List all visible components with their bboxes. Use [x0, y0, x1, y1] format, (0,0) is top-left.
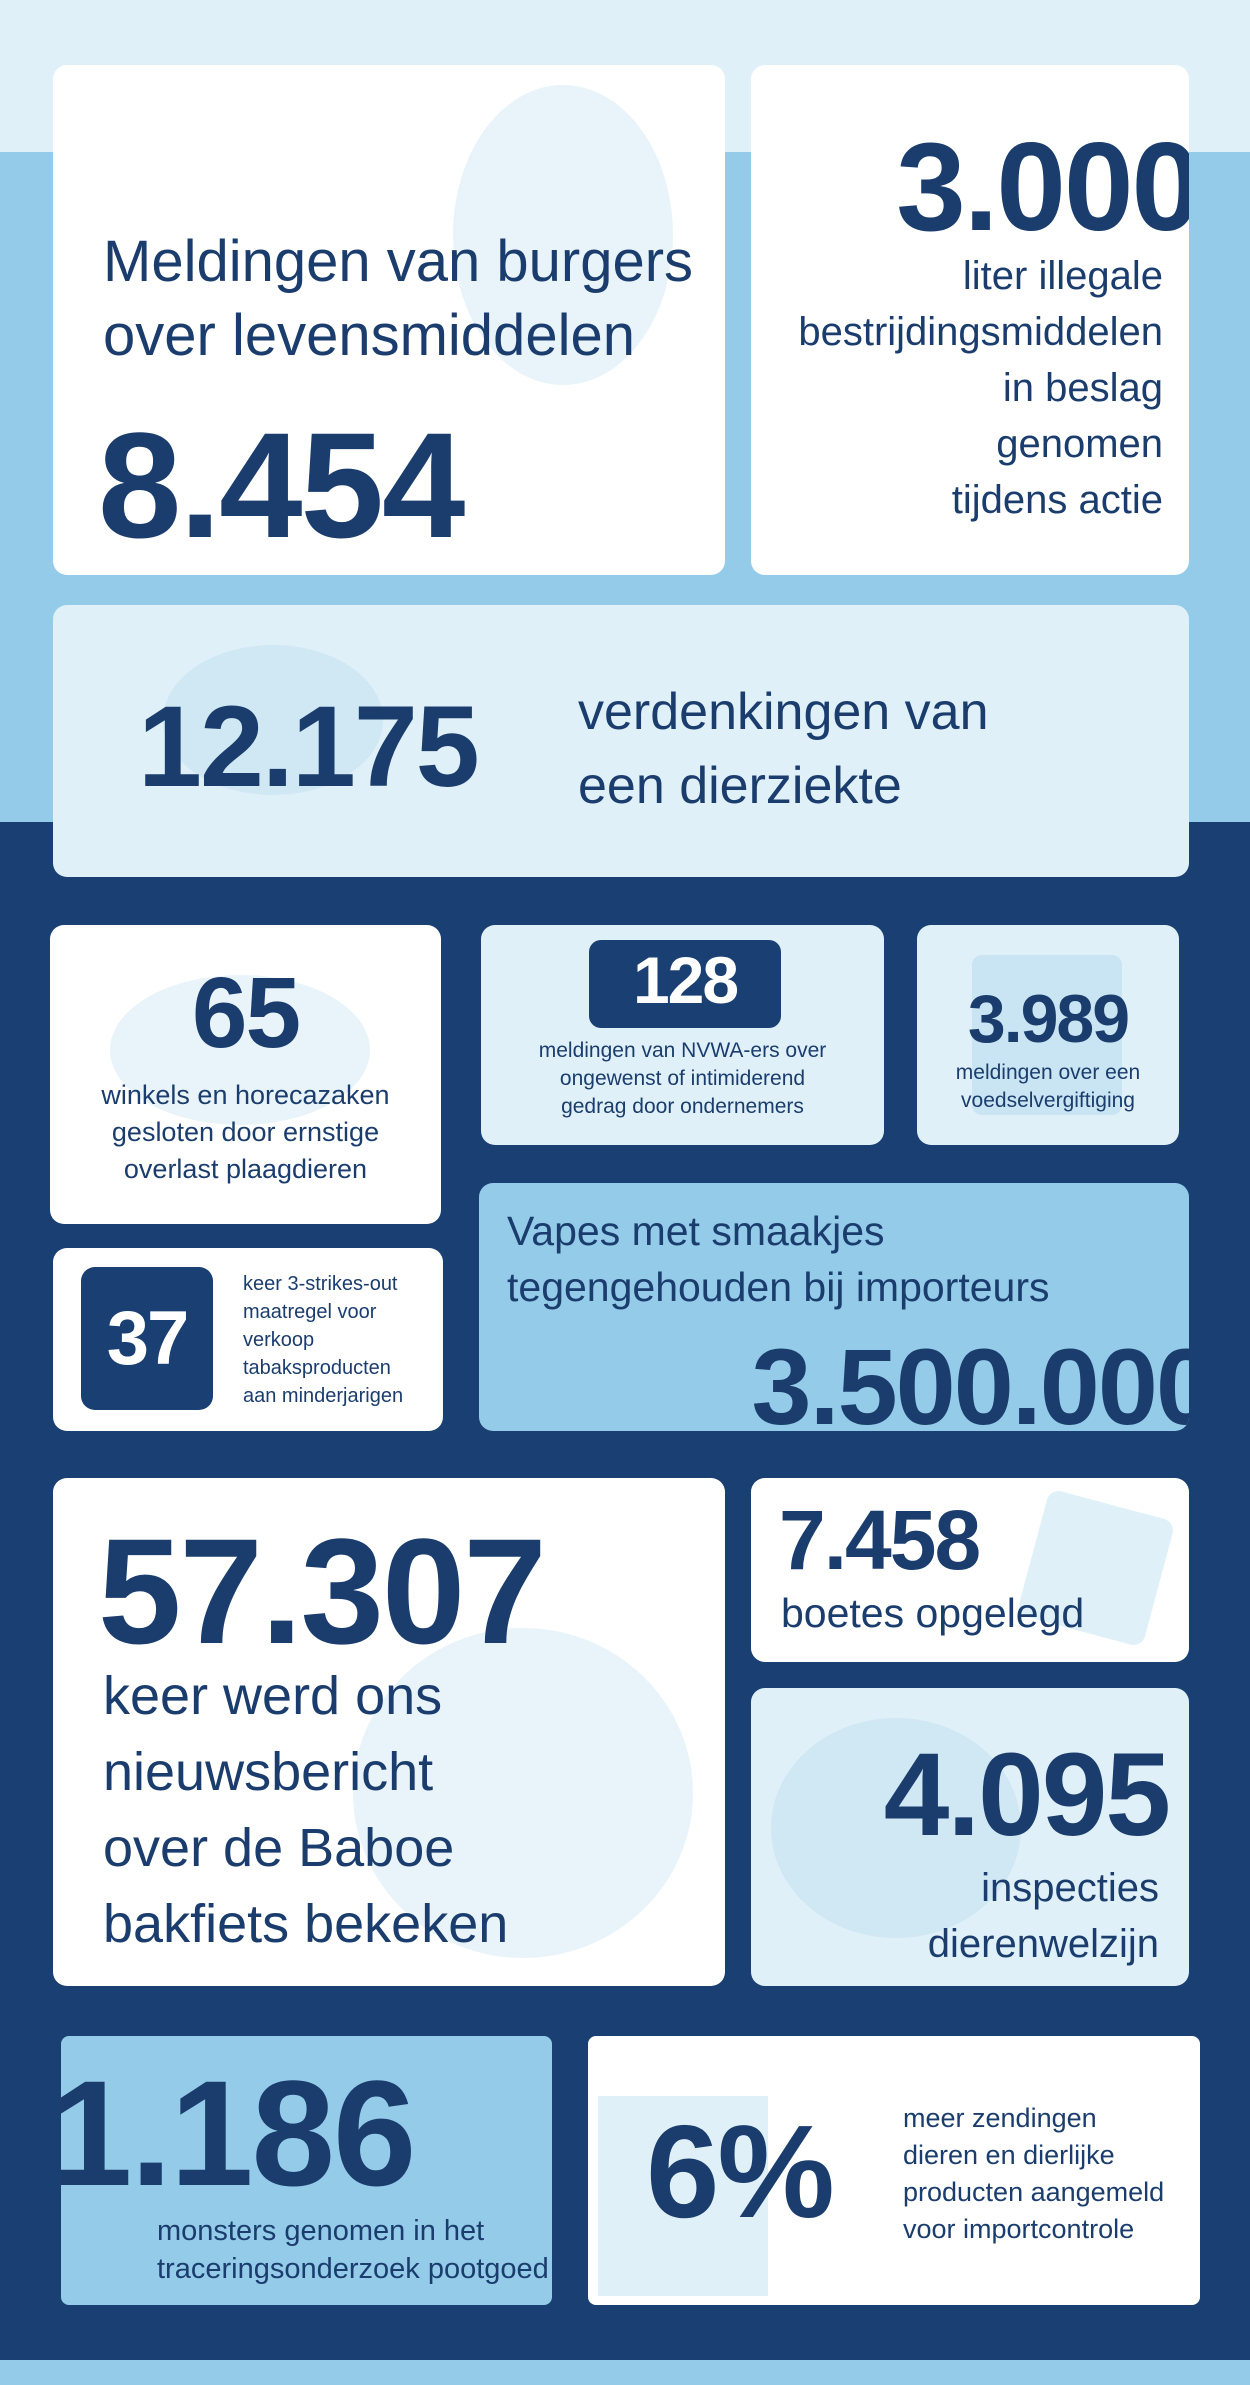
tile-text: verdenkingen van een dierziekte: [578, 675, 989, 823]
tile-number: 1.186: [61, 2049, 416, 2217]
text-line: over levensmiddelen: [103, 303, 635, 368]
tile-number: 8.454: [98, 401, 465, 569]
text-line: boetes opgelegd: [781, 1590, 1085, 1636]
tile: 37 keer 3-strikes-out maatregel voor verko…: [53, 1248, 443, 1431]
tile-text: keer 3-strikes-out maatregel voor verkoop t…: [243, 1270, 403, 1410]
text-line: tijdens actie: [951, 478, 1163, 522]
text-line: genomen: [996, 422, 1163, 466]
tile: Vapes met smaakjes tegengehouden bij impo…: [479, 1183, 1189, 1431]
text-line: bestrijdingsmiddelen: [798, 310, 1163, 354]
text-line: dieren en dierlijke: [903, 2140, 1115, 2170]
tile-number: 12.175: [138, 683, 480, 811]
text-line: meldingen over een: [955, 1061, 1141, 1084]
tile-text: meldingen over een voedselvergiftiging: [917, 1059, 1179, 1115]
tile: 3.000 liter illegale bestrijdingsmiddelen…: [751, 65, 1189, 575]
tile-text: Meldingen van burgers over levensmiddelen: [103, 225, 693, 373]
text-line: bakfiets bekeken: [103, 1894, 509, 1954]
tile: 65 winkels en horecazaken gesloten door e…: [50, 925, 441, 1224]
tile: 57.307 keer werd ons nieuwsbericht over de…: [53, 1478, 725, 1986]
text-line: verdenkingen van: [578, 683, 989, 741]
text-line: Meldingen van burgers: [103, 229, 694, 294]
tile-text: inspecties dierenwelzijn: [928, 1860, 1159, 1972]
text-line: maatregel voor: [243, 1301, 377, 1323]
tile: 6% meer zendingen dieren en dierlijke prod…: [588, 2036, 1200, 2305]
text-line: keer werd ons: [103, 1666, 443, 1726]
icon: [771, 1718, 1021, 1938]
tile: 128 meldingen van NVWA-ers over ongewenst…: [481, 925, 884, 1145]
tile: 12.175 verdenkingen van een dierziekte: [53, 605, 1189, 877]
tile-number: 37: [106, 1296, 190, 1381]
tile-number: 128: [632, 943, 739, 1017]
tile-text: meldingen van NVWA-ers over ongewenst of …: [481, 1037, 884, 1121]
text-line: in beslag: [1002, 366, 1163, 410]
tile-number: 65: [191, 957, 301, 1069]
icon: [110, 975, 370, 1125]
text-line: gedrag door ondernemers: [561, 1095, 804, 1118]
tile-text: boetes opgelegd: [781, 1588, 1084, 1638]
tile-number: 3.989: [967, 981, 1130, 1057]
text-line: tegengehouden bij importeurs: [507, 1264, 1050, 1310]
tile: 1.186 monsters genomen in het traceringso…: [61, 2036, 552, 2305]
tile-number: 57.307: [98, 1507, 547, 1675]
text-line: inspecties: [981, 1866, 1159, 1910]
number-badge: [589, 940, 781, 1028]
text-line: over de Baboe: [103, 1818, 455, 1878]
text-line: gesloten door ernstige: [111, 1117, 380, 1147]
text-line: monsters genomen in het: [157, 2215, 485, 2247]
icon: [353, 1628, 693, 1958]
text-line: een dierziekte: [578, 757, 902, 815]
text-line: keer 3-strikes-out: [243, 1273, 398, 1295]
text-line: aan minderjarigen: [243, 1385, 404, 1407]
tile-number: 6%: [646, 2098, 835, 2245]
tile: 7.458 boetes opgelegd: [751, 1478, 1189, 1662]
number-badge: [81, 1267, 213, 1410]
text-line: liter illegale: [962, 254, 1163, 298]
text-line: winkels en horecazaken: [101, 1080, 390, 1110]
tile-text: liter illegale bestrijdingsmiddelen in bes…: [798, 248, 1163, 528]
icon: [163, 645, 383, 795]
tile-text: Vapes met smaakjes tegengehouden bij impo…: [507, 1203, 1050, 1315]
tile-text: monsters genomen in het traceringsonderzo…: [157, 2212, 549, 2288]
text-line: ongewenst of intimiderend: [559, 1067, 806, 1090]
tile-text: keer werd ons nieuwsbericht over de Baboe b…: [103, 1658, 508, 1962]
bottom-band: [0, 2360, 1250, 2385]
text-line: tabaksproducten: [243, 1357, 391, 1379]
tile: 4.095 inspecties dierenwelzijn: [751, 1688, 1189, 1986]
tile-number: 4.095: [883, 1729, 1171, 1861]
icon: [598, 2096, 768, 2296]
tile: 3.989 meldingen over een voedselvergiftig…: [917, 925, 1179, 1145]
tile-number: 7.458: [779, 1493, 981, 1587]
tile: Meldingen van burgers over levensmiddelen…: [53, 65, 725, 575]
text-line: Vapes met smaakjes: [507, 1208, 885, 1254]
text-line: voedselvergiftiging: [961, 1089, 1135, 1112]
text-line: voor importcontrole: [903, 2214, 1135, 2244]
tile-text: meer zendingen dieren en dierlijke product…: [903, 2100, 1164, 2248]
icon: [453, 85, 673, 385]
tile-number: 3.000: [896, 118, 1189, 257]
text-line: dierenwelzijn: [927, 1922, 1159, 1966]
text-line: meer zendingen: [903, 2103, 1097, 2133]
text-line: meldingen van NVWA-ers over: [538, 1039, 827, 1062]
tile-number: 3.500.000: [751, 1326, 1189, 1432]
text-line: overlast plaagdieren: [123, 1154, 368, 1184]
text-line: producten aangemeld: [903, 2177, 1165, 2207]
text-line: traceringsonderzoek pootgoed: [157, 2253, 549, 2285]
icon: [972, 955, 1122, 1115]
text-line: verkoop: [243, 1329, 315, 1351]
text-line: nieuwsbericht: [103, 1742, 434, 1802]
tile-text: winkels en horecazaken gesloten door erns…: [50, 1077, 441, 1188]
